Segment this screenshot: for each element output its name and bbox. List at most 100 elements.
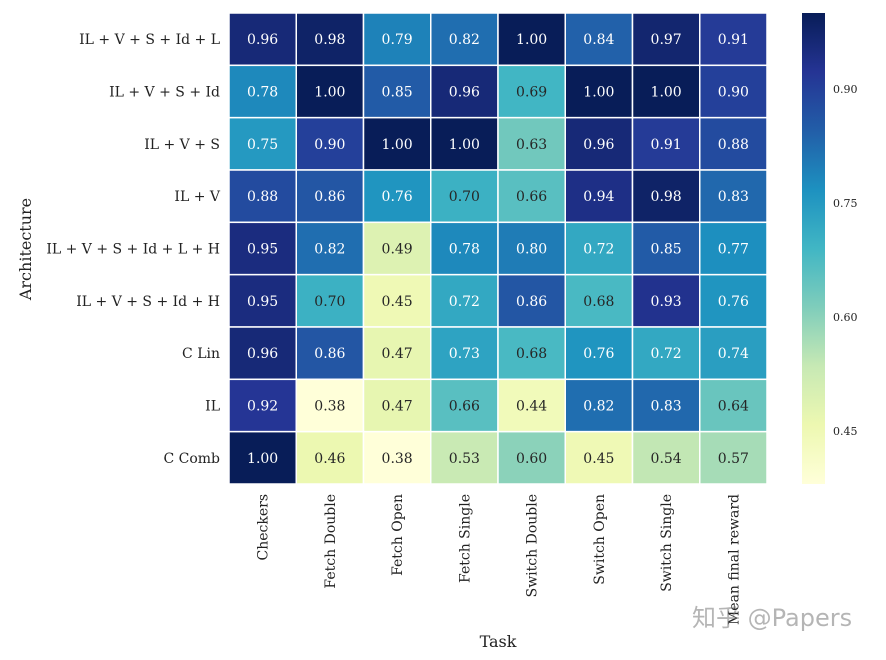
cell-value-label: 0.54 xyxy=(651,451,682,467)
heatmap-cell xyxy=(497,116,566,171)
heatmap-cell xyxy=(497,169,566,224)
cell-value-label: 0.72 xyxy=(449,294,480,310)
cell-value-label: 0.85 xyxy=(382,85,413,101)
colorbar-tick-label: 0.60 xyxy=(833,311,858,324)
heatmap-cell xyxy=(295,64,365,119)
heatmap-cell xyxy=(497,430,566,485)
cell-value-label: 0.95 xyxy=(247,242,278,258)
cell-value-label: 0.82 xyxy=(314,242,345,258)
cell-value-label: 0.63 xyxy=(516,137,547,153)
cell-value-label: 0.44 xyxy=(516,399,547,415)
cell-value-label: 0.75 xyxy=(247,137,278,153)
y-tick-label: C Lin xyxy=(182,346,220,362)
watermark: 知乎 @Papers xyxy=(692,604,853,632)
cell-value-label: 0.68 xyxy=(516,346,547,362)
cell-value-label: 0.79 xyxy=(382,32,413,48)
cell-value-label: 0.70 xyxy=(449,189,480,205)
heatmap-cell xyxy=(699,12,768,67)
heatmap-cell xyxy=(564,326,634,381)
x-tick-label: Mean final reward xyxy=(726,494,742,625)
y-tick-label: IL xyxy=(205,399,220,415)
cell-value-label: 0.66 xyxy=(449,399,480,415)
y-tick-label: IL + V + S + Id + H xyxy=(76,294,220,310)
cell-value-label: 0.96 xyxy=(449,85,480,101)
cell-value-label: 1.00 xyxy=(247,451,278,467)
x-tick-label: Fetch Single xyxy=(457,494,473,583)
heatmap-cell xyxy=(295,12,365,67)
heatmap-cell xyxy=(295,116,365,171)
cell-value-label: 0.98 xyxy=(314,32,345,48)
heatmap-cell xyxy=(295,430,365,485)
cell-value-label: 0.47 xyxy=(382,399,413,415)
cell-value-label: 0.92 xyxy=(247,399,278,415)
heatmap-cell xyxy=(497,273,566,328)
cell-value-label: 1.00 xyxy=(382,137,413,153)
heatmap-cell xyxy=(699,64,768,119)
heatmap-cell xyxy=(631,169,701,224)
heatmap-cell xyxy=(430,221,499,276)
heatmap-cell xyxy=(497,326,566,381)
heatmap-cell xyxy=(699,273,768,328)
heatmap-cell xyxy=(564,273,634,328)
cell-value-label: 0.83 xyxy=(718,189,749,205)
heatmap-cell xyxy=(564,430,634,485)
heatmap-cell xyxy=(564,64,634,119)
cell-value-label: 0.98 xyxy=(651,189,682,205)
colorbar-tick-label: 0.75 xyxy=(833,197,858,210)
x-tick-label: Fetch Open xyxy=(390,494,406,576)
colorbar-tick-label: 0.45 xyxy=(833,425,858,438)
heatmap-cell xyxy=(430,116,499,171)
cell-value-label: 0.96 xyxy=(247,32,278,48)
cell-value-label: 1.00 xyxy=(583,85,614,101)
cell-value-label: 0.76 xyxy=(382,189,413,205)
heatmap-cell xyxy=(228,116,297,171)
cell-value-label: 0.83 xyxy=(651,399,682,415)
cell-value-label: 0.93 xyxy=(651,294,682,310)
heatmap-cell xyxy=(295,273,365,328)
cell-value-label: 0.64 xyxy=(718,399,749,415)
cell-value-label: 0.88 xyxy=(247,189,278,205)
cell-value-label: 0.69 xyxy=(516,85,547,101)
cell-value-label: 0.70 xyxy=(314,294,345,310)
cell-value-label: 0.49 xyxy=(382,242,413,258)
cell-value-label: 0.80 xyxy=(516,242,547,258)
heatmap-cell xyxy=(430,64,499,119)
y-axis-label: Architecture xyxy=(16,198,35,301)
cell-value-label: 1.00 xyxy=(516,32,547,48)
heatmap-cell xyxy=(497,221,566,276)
cell-value-label: 0.86 xyxy=(516,294,547,310)
cell-value-label: 0.78 xyxy=(247,85,278,101)
heatmap-cell xyxy=(699,116,768,171)
y-tick-label: IL + V + S + Id xyxy=(109,85,220,101)
heatmap-cell xyxy=(430,430,499,485)
cell-value-label: 0.73 xyxy=(449,346,480,362)
heatmap-cell xyxy=(362,169,432,224)
cell-value-label: 0.88 xyxy=(718,137,749,153)
cell-value-label: 0.97 xyxy=(651,32,682,48)
heatmap-cell xyxy=(699,326,768,381)
heatmap-cell xyxy=(228,12,297,67)
cell-value-label: 1.00 xyxy=(449,137,480,153)
cell-value-label: 0.38 xyxy=(382,451,413,467)
cell-value-label: 0.72 xyxy=(583,242,614,258)
heatmap-cell xyxy=(631,116,701,171)
heatmap-cell xyxy=(362,116,432,171)
heatmap-cell xyxy=(228,326,297,381)
cell-value-label: 0.84 xyxy=(583,32,614,48)
cell-value-label: 0.46 xyxy=(314,451,345,467)
cell-value-label: 0.53 xyxy=(449,451,480,467)
x-tick-label: Switch Open xyxy=(592,494,608,585)
cell-value-label: 0.77 xyxy=(718,242,749,258)
heatmap-cell xyxy=(564,12,634,67)
heatmap-cell xyxy=(362,378,432,433)
heatmap-cell xyxy=(631,273,701,328)
cell-value-label: 0.57 xyxy=(718,451,749,467)
cell-value-label: 0.82 xyxy=(583,399,614,415)
cell-value-label: 0.90 xyxy=(314,137,345,153)
cell-value-label: 0.94 xyxy=(583,189,614,205)
heatmap-cell xyxy=(430,169,499,224)
cell-value-label: 0.96 xyxy=(583,137,614,153)
cell-value-label: 1.00 xyxy=(314,85,345,101)
cell-value-label: 1.00 xyxy=(651,85,682,101)
